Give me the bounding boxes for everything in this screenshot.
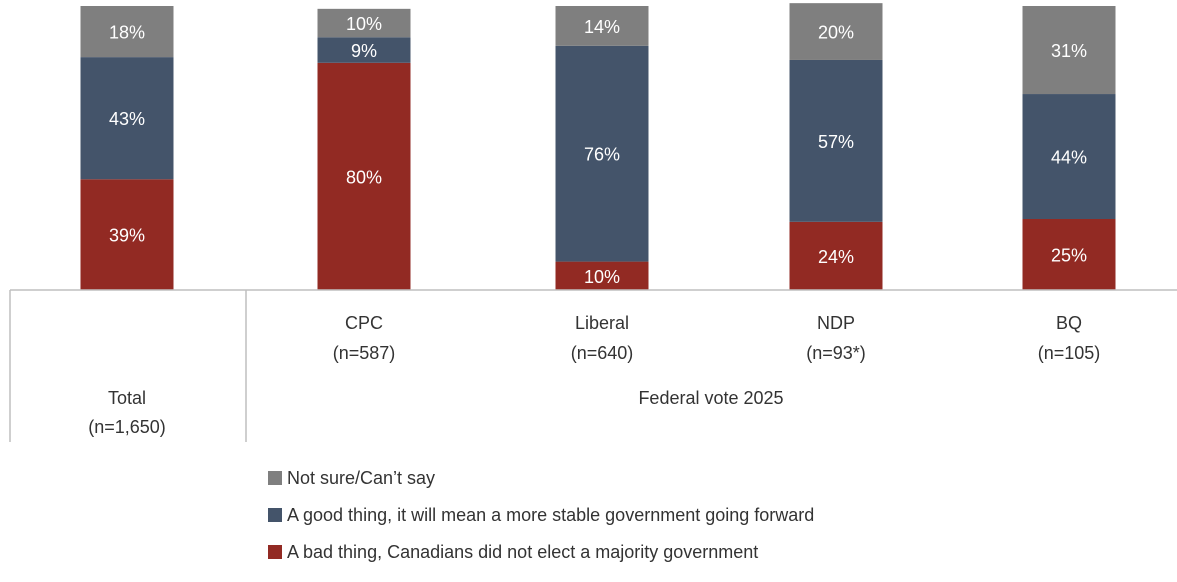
bar-segment-bq-1 <box>1022 94 1116 219</box>
bar-segment-liberal-1 <box>555 45 649 262</box>
data-label: 80% <box>346 167 382 187</box>
bar-segment-bq-2 <box>1022 6 1116 95</box>
bar-segment-ndp-0 <box>789 221 883 290</box>
data-label: 39% <box>109 226 145 246</box>
bar-segment-cpc-1 <box>317 37 411 63</box>
data-label: 43% <box>109 109 145 129</box>
category-label-bq: BQ <box>1056 313 1082 333</box>
stacked-bar-chart: 39% 43% 18% 80% 9% 10% 10% 76% 14% 24% 57% 20% 25% 44… <box>9 3 1177 442</box>
bar-segment-total-0 <box>80 179 174 290</box>
bar-segment-liberal-0 <box>555 261 649 290</box>
bar-segment-ndp-1 <box>789 59 883 222</box>
category-sample-size: (n=640) <box>571 343 634 363</box>
legend-swatch <box>268 508 282 522</box>
data-label: 20% <box>818 23 854 43</box>
data-label: 10% <box>584 267 620 287</box>
legend-label: A bad thing, Canadians did not elect a m… <box>287 541 759 562</box>
legend-swatch <box>268 471 282 485</box>
bar-segment-total-2 <box>80 6 174 58</box>
bar-segment-cpc-2 <box>317 8 411 38</box>
category-sample-size: (n=1,650) <box>88 417 166 437</box>
data-label: 9% <box>351 41 377 61</box>
data-label: 57% <box>818 132 854 152</box>
data-label: 18% <box>109 23 145 43</box>
category-label-ndp: NDP <box>817 313 855 333</box>
legend-label: Not sure/Can’t say <box>287 467 436 488</box>
category-label-cpc: CPC <box>345 313 383 333</box>
bar-segment-bq-0 <box>1022 219 1116 290</box>
category-axis-lines <box>9 289 1177 442</box>
bar-segment-liberal-2 <box>555 6 649 46</box>
category-label-total: Total <box>108 388 146 408</box>
bars-layer: 39% 43% 18% 80% 9% 10% 10% 76% 14% 24% 57% 20% 25% 44… <box>80 3 1116 290</box>
bar-segment-total-1 <box>80 57 174 180</box>
legend: Not sure/Can’t say A good thing, it will … <box>268 466 814 577</box>
data-label: 44% <box>1051 148 1087 168</box>
data-label: 10% <box>346 14 382 34</box>
data-label: 24% <box>818 247 854 267</box>
legend-item: A bad thing, Canadians did not elect a m… <box>268 540 814 564</box>
category-sample-size: (n=93*) <box>806 343 866 363</box>
category-label-liberal: Liberal <box>575 313 629 333</box>
legend-item: A good thing, it will mean a more stable… <box>268 503 814 527</box>
data-label: 76% <box>584 145 620 165</box>
bar-segment-ndp-2 <box>789 3 883 60</box>
data-label: 31% <box>1051 41 1087 61</box>
bar-segment-cpc-0 <box>317 62 411 290</box>
legend-label: A good thing, it will mean a more stable… <box>287 504 815 525</box>
data-label: 14% <box>584 17 620 37</box>
group-label: Federal vote 2025 <box>638 388 783 408</box>
data-label: 25% <box>1051 246 1087 266</box>
category-labels: Total (n=1,650) CPC (n=587) Liberal (n=640) ND… <box>88 313 1100 437</box>
category-sample-size: (n=105) <box>1038 343 1101 363</box>
legend-swatch <box>268 545 282 559</box>
legend-item: Not sure/Can’t say <box>268 466 814 490</box>
category-sample-size: (n=587) <box>333 343 396 363</box>
